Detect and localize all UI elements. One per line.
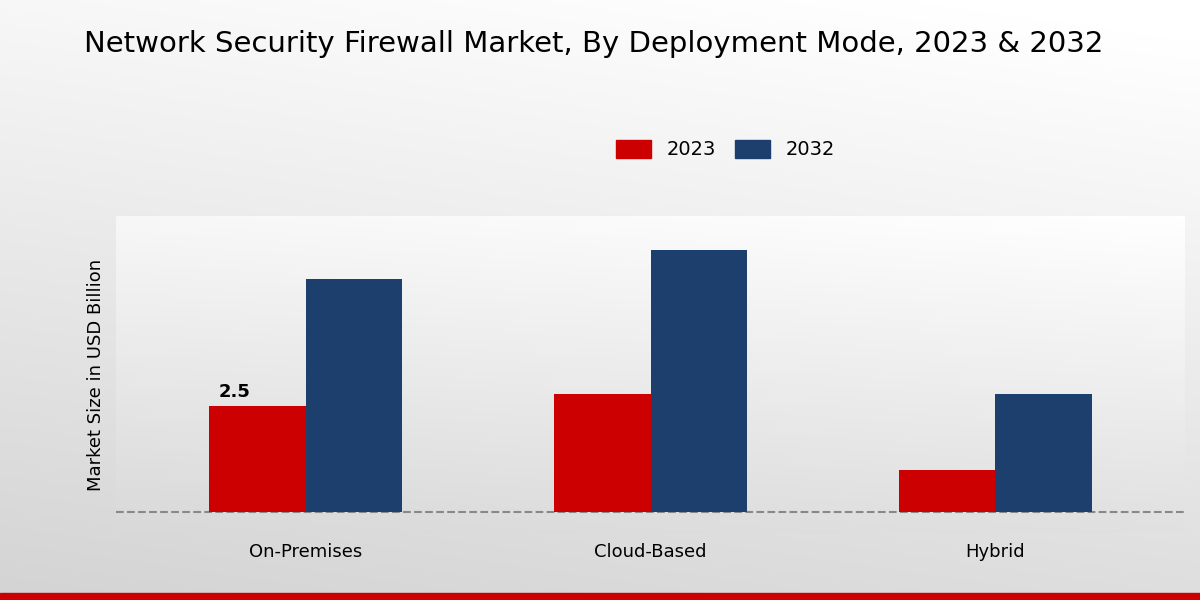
Bar: [209, 406, 306, 512]
Legend: 2023, 2032: 2023, 2032: [606, 130, 845, 169]
Text: 2.5: 2.5: [218, 383, 251, 401]
Text: Network Security Firewall Market, By Deployment Mode, 2023 & 2032: Network Security Firewall Market, By Dep…: [84, 30, 1103, 58]
Y-axis label: Market Size in USD Billion: Market Size in USD Billion: [88, 259, 106, 491]
Bar: [995, 394, 1092, 512]
Bar: [554, 394, 650, 512]
Bar: [306, 280, 402, 512]
Bar: [650, 250, 748, 512]
Bar: [899, 470, 995, 512]
